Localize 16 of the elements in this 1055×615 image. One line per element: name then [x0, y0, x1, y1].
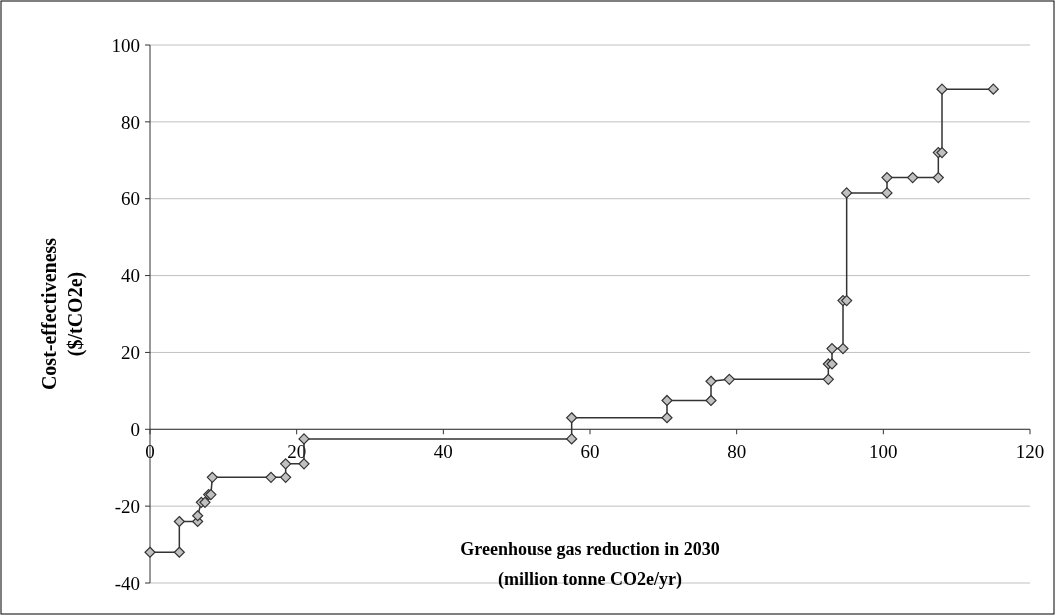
- y-tick-label: 40: [121, 265, 140, 287]
- x-tick-label: 80: [727, 441, 747, 463]
- y-tick-label: 60: [121, 188, 140, 210]
- x-tick-label: 100: [869, 441, 898, 463]
- y-axis-title: Cost-effectiveness ($/tCO2e): [38, 237, 87, 391]
- x-axis-title: Greenhouse gas reduction in 2030 (million tonne CO2e/yr): [460, 539, 720, 590]
- y-tick-label: 80: [121, 111, 140, 133]
- y-tick-label: 20: [121, 342, 140, 364]
- x-tick-label: 60: [580, 441, 600, 463]
- x-tick-label: 0: [145, 441, 155, 463]
- y-tick-label: 0: [130, 418, 140, 440]
- y-tick-label: 100: [111, 34, 140, 56]
- x-tick-label: 40: [433, 441, 453, 463]
- x-tick-label: 120: [1015, 441, 1045, 463]
- y-tick-label: -20: [114, 495, 140, 517]
- y-tick-label: -40: [114, 572, 140, 594]
